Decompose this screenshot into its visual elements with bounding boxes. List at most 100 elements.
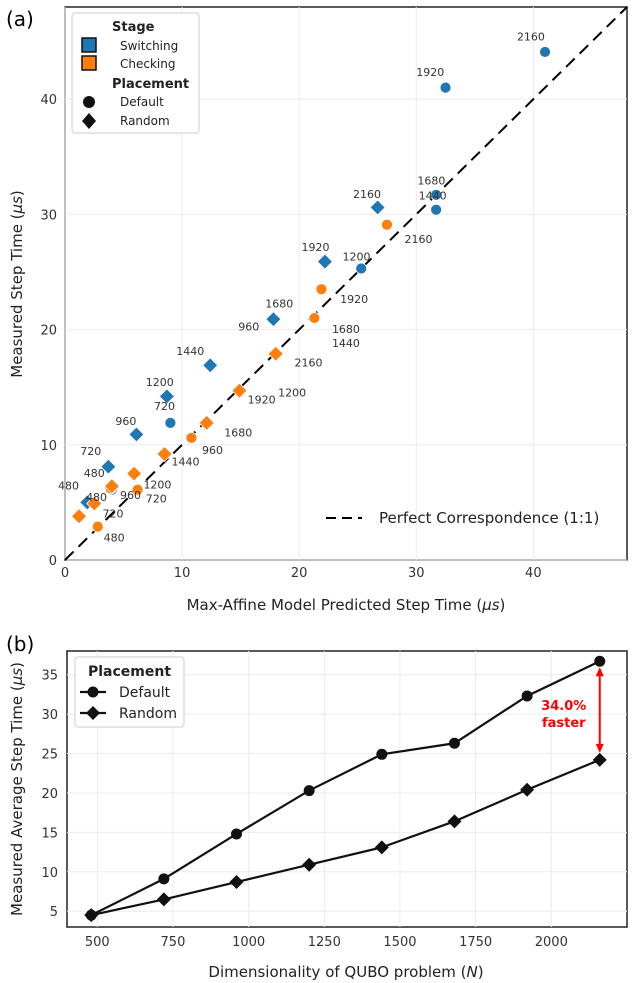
default-point-1920 xyxy=(521,690,533,702)
checking-random-point-2160 xyxy=(267,345,284,362)
legend-b-default-marker xyxy=(87,686,99,698)
default-point-1680 xyxy=(448,737,460,749)
b-ytick-label: 35 xyxy=(41,669,58,684)
panel-a-label: (a) xyxy=(6,7,34,31)
switching-random-point-2160 xyxy=(369,199,386,216)
legend-stage-title: Stage xyxy=(112,20,155,35)
b-xtick-label: 750 xyxy=(161,935,186,950)
speedup-percent: 34.0% xyxy=(541,699,586,714)
a-point-label: 2160 xyxy=(294,356,322,369)
panel-b-legend: Placement Default Random xyxy=(74,656,185,728)
default-line xyxy=(90,660,601,917)
a-point-label: 1200 xyxy=(342,250,370,263)
a-point-label: 1200 xyxy=(146,376,174,389)
switching-default-point-960 xyxy=(164,417,177,429)
checking-random-point-1680 xyxy=(198,414,215,431)
a-point-label: 960 xyxy=(202,444,223,457)
switching-default-point-2160 xyxy=(539,46,551,58)
reference-legend: Perfect Correspondence (1:1) xyxy=(326,509,599,527)
legend-b-random-marker xyxy=(86,706,100,720)
b-ytick-label: 5 xyxy=(50,905,58,920)
random-point-1200 xyxy=(302,857,317,872)
legend-switching-label: Switching xyxy=(120,39,178,53)
switching-random-point-1440 xyxy=(202,357,219,374)
a-point-label: 720 xyxy=(102,507,123,520)
checking-random-point-1440 xyxy=(156,445,173,463)
switching-default-point-1680 xyxy=(430,188,443,201)
switching-random-point-720 xyxy=(100,458,117,475)
a-point-label: 720 xyxy=(146,492,167,505)
a-point-label: 960 xyxy=(120,489,141,502)
checking-default-point-480 xyxy=(91,520,104,533)
a-point-label: 1680 xyxy=(417,174,445,187)
default-point-720 xyxy=(158,873,170,885)
a-point-label: 1440 xyxy=(172,456,200,469)
legend-switching-swatch xyxy=(81,37,97,53)
a-point-label: 2160 xyxy=(405,233,433,246)
a-point-label: 1200 xyxy=(278,386,306,399)
speedup-arrow-head-down xyxy=(595,743,604,753)
random-point-720 xyxy=(156,892,171,907)
a-ytick-label: 20 xyxy=(40,324,57,339)
a-point-label: 480 xyxy=(84,467,105,480)
legend-checking-swatch xyxy=(81,55,97,71)
b-xtick-label: 2000 xyxy=(535,935,568,950)
a-point-label: 1680 xyxy=(265,298,293,311)
a-ytick-label: 40 xyxy=(40,93,57,108)
checking-default-point-1200 xyxy=(131,483,144,496)
default-point-1200 xyxy=(303,785,315,797)
panel-a-ylabel: Measured Step Time (μs) xyxy=(8,190,26,378)
a-point-label: 1440 xyxy=(419,189,447,202)
default-point-2160 xyxy=(594,655,606,667)
checking-random-point-1920 xyxy=(231,382,248,399)
checking-default-point-1920 xyxy=(315,283,328,296)
switching-random-point-1680 xyxy=(265,311,282,328)
switching-default-point-1200 xyxy=(355,262,368,275)
panel-b-label: (b) xyxy=(6,632,34,656)
b-xtick-label: 1000 xyxy=(232,935,265,950)
a-xtick-label: 20 xyxy=(291,566,308,581)
checking-random-point-720 xyxy=(86,495,103,512)
random-line xyxy=(90,758,601,917)
a-xtick-label: 0 xyxy=(61,566,69,581)
random-point-1680 xyxy=(447,814,462,829)
random-point-960 xyxy=(229,875,244,890)
legend-checking-label: Checking xyxy=(120,57,175,71)
checking-default-point-1440 xyxy=(185,431,198,444)
a-ytick-label: 0 xyxy=(49,554,57,569)
b-ytick-label: 15 xyxy=(41,826,58,841)
legend-default-label: Default xyxy=(120,95,164,109)
random-point-2160 xyxy=(592,752,607,767)
a-xtick-label: 10 xyxy=(174,566,191,581)
default-point-1440 xyxy=(376,748,388,760)
a-point-label: 1440 xyxy=(332,337,360,350)
a-ytick-label: 10 xyxy=(40,439,57,454)
a-point-label: 1920 xyxy=(248,393,276,406)
a-xtick-label: 30 xyxy=(408,566,425,581)
legend-random-marker xyxy=(82,113,96,129)
checking-default-point-1680 xyxy=(308,312,321,324)
reference-legend-label: Perfect Correspondence (1:1) xyxy=(379,509,599,527)
b-xtick-label: 1750 xyxy=(459,935,492,950)
a-point-label: 1920 xyxy=(340,293,368,306)
switching-default-point-1440 xyxy=(430,203,443,216)
switching-random-point-1200 xyxy=(158,388,175,405)
legend-b-default-label: Default xyxy=(119,685,171,701)
b-ytick-label: 10 xyxy=(41,866,58,881)
panel-a-legend: Stage Switching Checking Placement Defau… xyxy=(71,12,200,134)
a-point-label: 1440 xyxy=(176,345,204,358)
a-point-label: 480 xyxy=(86,491,107,504)
checking-random-point-1200 xyxy=(126,465,143,482)
a-point-label: 480 xyxy=(58,480,79,493)
switching-default-point-1920 xyxy=(439,81,452,94)
perfect-correspondence-line xyxy=(64,6,628,561)
default-point-960 xyxy=(231,828,243,840)
b-xtick-label: 500 xyxy=(85,935,110,950)
b-ytick-label: 30 xyxy=(41,708,58,723)
switching-random-point-960 xyxy=(128,426,145,443)
b-ytick-label: 20 xyxy=(41,787,58,802)
legend-b-title: Placement xyxy=(88,664,171,680)
a-point-label: 720 xyxy=(80,445,101,458)
random-point-1440 xyxy=(374,840,389,855)
